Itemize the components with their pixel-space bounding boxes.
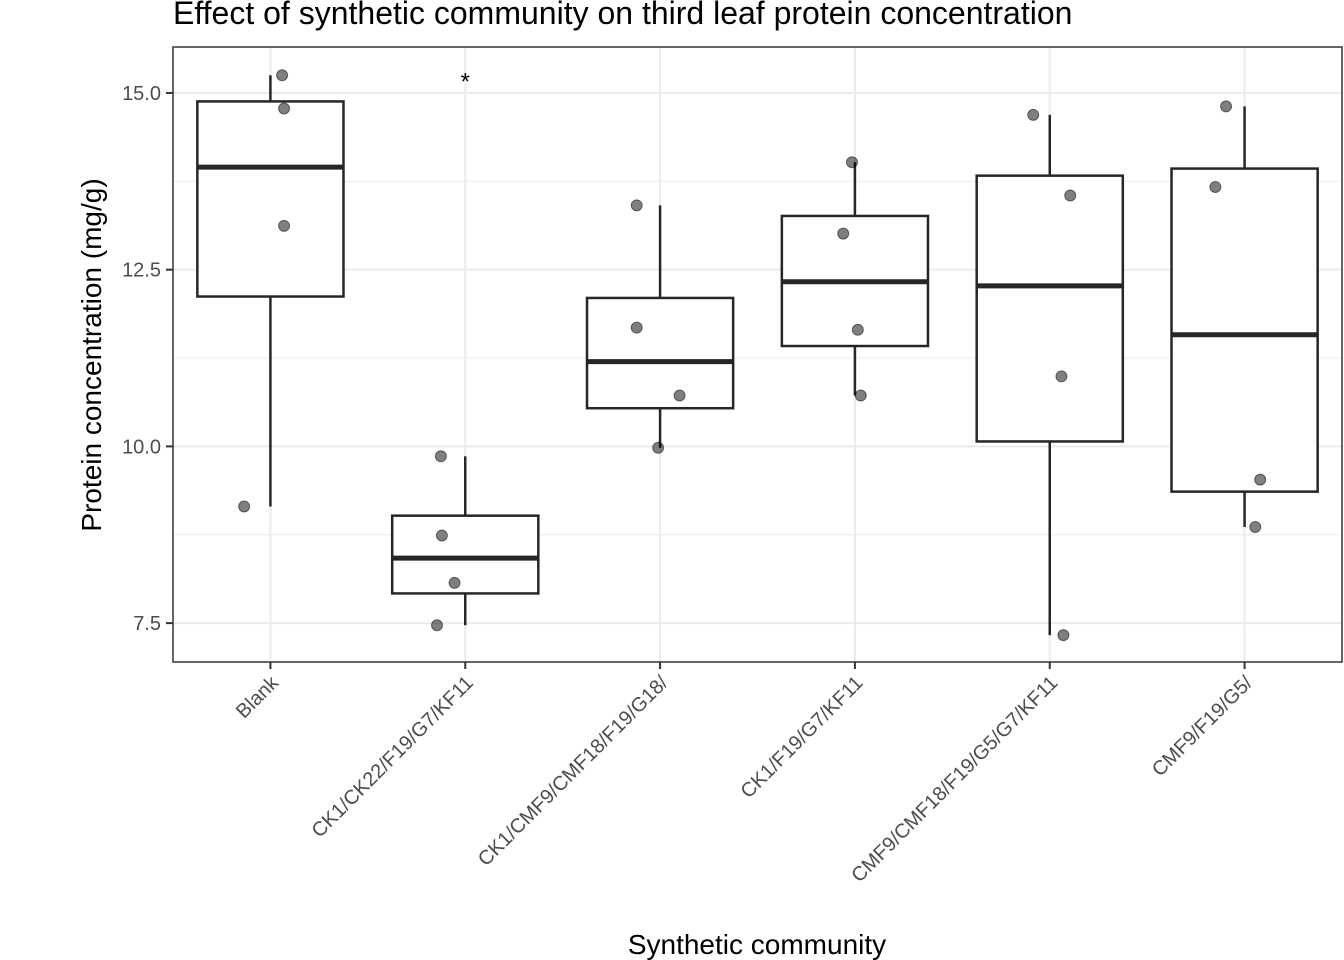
x-tick-label: CMF9/F19/G5/ [1148, 672, 1257, 781]
data-point [630, 199, 643, 212]
data-point [630, 321, 643, 334]
x-tick-label: CK1/CMF9/CMF18/F19/G18/ [474, 672, 673, 871]
points-layer [238, 69, 1267, 642]
panel-border [172, 46, 1343, 663]
y-tick-label: 12.5 [122, 260, 161, 282]
box-iqr [390, 514, 540, 595]
box-iqr [1170, 167, 1319, 493]
grid-layer [173, 47, 1342, 662]
data-point [278, 102, 291, 115]
boxes-layer [196, 75, 1319, 636]
box-iqr [196, 100, 345, 298]
box-iqr [975, 174, 1125, 443]
data-point [673, 389, 686, 402]
data-point [851, 323, 864, 336]
data-point [434, 450, 447, 463]
data-point [1064, 189, 1077, 202]
y-tick-label: 15.0 [122, 83, 161, 105]
x-axis-title: Synthetic community [628, 929, 886, 960]
data-point [1249, 520, 1262, 533]
data-point [845, 156, 858, 169]
significance-marker: * [461, 68, 470, 95]
y-tick-label: 7.5 [133, 613, 161, 635]
x-tick-label: CK1/F19/G7/KF11 [737, 672, 868, 803]
x-tick-label: CMF9/CMF18/F19/G5/G7/KF11 [847, 672, 1062, 887]
data-point [1220, 100, 1233, 113]
data-point [1254, 473, 1267, 486]
annotation-layer: * [461, 68, 470, 95]
data-point [1209, 180, 1222, 193]
x-tick-label: CK1/CK22/F19/G7/KF11 [308, 672, 478, 842]
data-point [448, 576, 461, 589]
x-tick-label: Blank [232, 671, 284, 723]
y-axis-title: Protein concentration (mg/g) [76, 178, 107, 531]
data-point [837, 227, 850, 240]
data-point [1055, 370, 1068, 383]
data-point [278, 219, 291, 232]
chart-title: Effect of synthetic community on third l… [173, 0, 1072, 31]
data-point [238, 500, 251, 513]
data-point [430, 619, 443, 632]
data-point [276, 69, 289, 82]
data-point [1027, 108, 1040, 121]
data-point [652, 441, 665, 454]
box-iqr [585, 296, 735, 410]
y-tick-label: 10.0 [122, 436, 161, 458]
data-point [854, 389, 867, 402]
data-point [435, 529, 448, 542]
data-point [1057, 629, 1070, 642]
